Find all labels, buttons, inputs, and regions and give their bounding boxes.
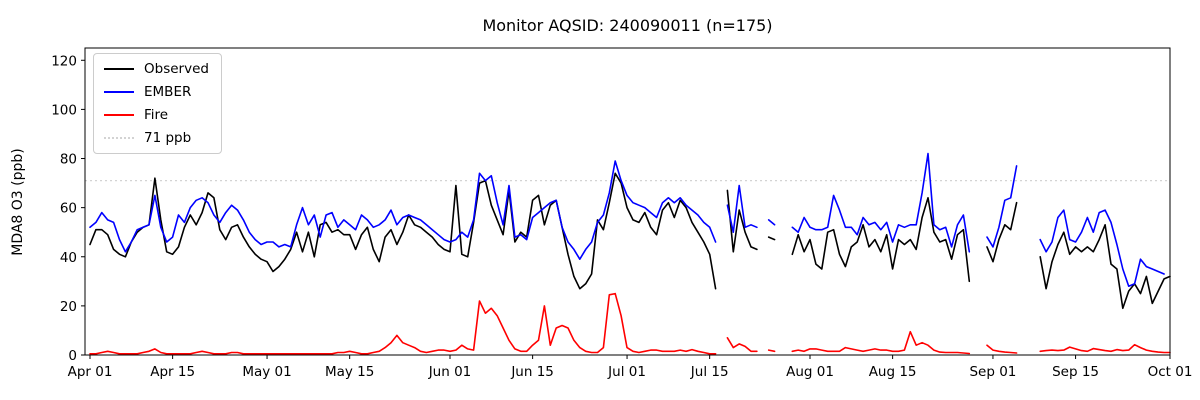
svg-text:Oct 01: Oct 01: [1148, 364, 1193, 380]
svg-text:120: 120: [51, 53, 77, 69]
legend-label: 71 ppb: [144, 130, 192, 146]
svg-text:Sep 15: Sep 15: [1052, 364, 1099, 380]
svg-text:Apr 15: Apr 15: [150, 364, 195, 380]
svg-text:Sep 01: Sep 01: [969, 364, 1016, 380]
legend-label: Observed: [144, 61, 209, 77]
threshold-line-swatch: [104, 137, 134, 139]
svg-text:Jul 01: Jul 01: [607, 364, 646, 380]
svg-text:Aug 01: Aug 01: [786, 364, 834, 380]
svg-text:Aug 15: Aug 15: [869, 364, 917, 380]
legend-item-ember: EMBER: [104, 84, 209, 100]
svg-text:0: 0: [68, 348, 77, 364]
svg-text:Apr 01: Apr 01: [68, 364, 113, 380]
svg-text:May 15: May 15: [325, 364, 374, 380]
observed-line-swatch: [104, 68, 134, 70]
svg-text:100: 100: [51, 102, 77, 118]
legend-item-observed: Observed: [104, 61, 209, 77]
svg-text:60: 60: [60, 201, 77, 217]
svg-text:40: 40: [60, 250, 77, 266]
legend-item-threshold: 71 ppb: [104, 130, 209, 146]
ember-line-swatch: [104, 91, 134, 93]
svg-text:Jul 15: Jul 15: [690, 364, 729, 380]
svg-text:Jun 01: Jun 01: [428, 364, 472, 380]
fire-line-swatch: [104, 114, 134, 116]
svg-text:Jun 15: Jun 15: [510, 364, 554, 380]
y-axis-label: MDA8 O3 (ppb): [10, 148, 26, 256]
chart-title: Monitor AQSID: 240090011 (n=175): [482, 16, 773, 35]
legend-item-fire: Fire: [104, 107, 209, 123]
legend-label: Fire: [144, 107, 169, 123]
svg-text:May 01: May 01: [242, 364, 291, 380]
legend-label: EMBER: [144, 84, 192, 100]
legend: Observed EMBER Fire 71 ppb: [93, 53, 222, 154]
svg-text:20: 20: [60, 299, 77, 315]
svg-text:80: 80: [60, 152, 77, 168]
